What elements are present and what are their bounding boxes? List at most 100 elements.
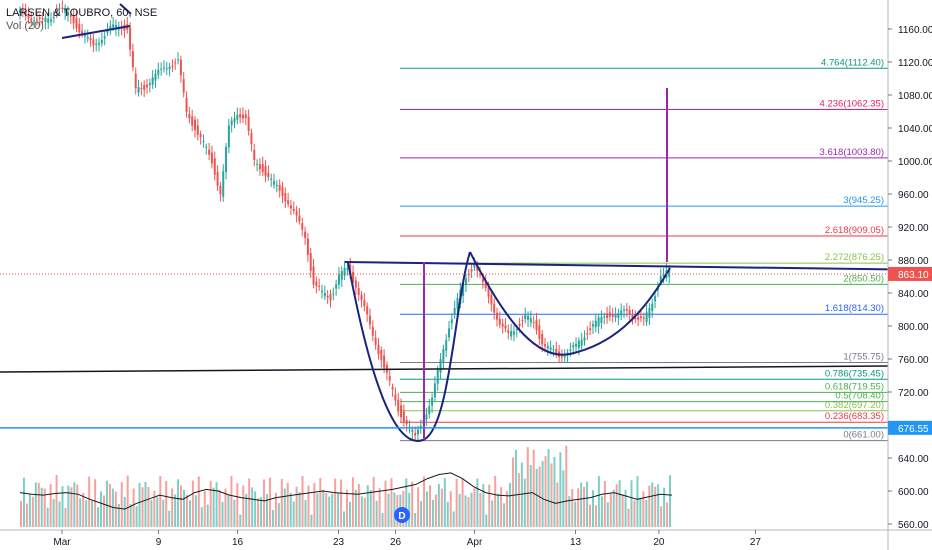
candle-body [188,113,191,119]
volume-bar [280,478,283,527]
candle-body [625,309,628,311]
candle-body [524,314,527,320]
volume-bar [366,485,369,527]
volume-bar [277,503,280,527]
price-axis[interactable]: 1160.00 1120.00 1080.00 1040.00 1000.00 960.0… [887,0,932,550]
candle-body [642,317,645,319]
volume-bar [458,494,461,527]
volume-bar [79,498,82,527]
candle-body [470,269,473,272]
volume-bar [322,489,325,527]
candle-body [464,278,467,286]
volume-bar [482,484,485,527]
candle-body [634,317,637,320]
volume-bar [94,479,97,527]
candle-body [481,278,484,282]
volume-bar [369,490,372,527]
fib-level-label: 0.5(708.40) [835,391,884,402]
volume-bar [97,507,100,527]
volume-bar [520,462,523,527]
volume-bar [580,482,583,527]
volume-bar [191,480,194,527]
support-price-label-bg [888,420,932,435]
candle-body [202,141,205,143]
dividend-marker[interactable]: D [394,507,410,523]
candle-body [496,312,499,320]
volume-bar [40,487,43,527]
candle-body [304,231,307,238]
volume-bar [408,492,411,527]
volume-bar [49,484,52,527]
volume-bar [301,476,304,527]
time-axis[interactable]: Mar 9 16 23 26 Apr 13 20 27 [0,529,932,548]
candle-body [270,178,273,180]
volume-bar [565,445,568,527]
volume-bar [102,495,105,527]
candle-body [614,314,617,318]
volume-bar [64,507,67,527]
candle-body [484,282,487,289]
candle-body [160,68,163,70]
volume-bar [144,481,147,527]
candle-body [543,344,546,347]
volume-bar [251,487,254,527]
candle-body [371,326,374,336]
volume-bar [612,489,615,527]
volume-bar [340,479,343,527]
volume-bar [343,511,346,527]
candle-body [555,348,558,353]
price-tick-label: 1000.00 [898,157,932,168]
candle-body [377,344,380,354]
candle-body [411,429,414,432]
volume-bar [523,478,526,527]
volume-bar [239,514,242,527]
volume-bar [488,484,491,527]
candle-body [216,172,219,186]
candle-body [535,319,538,331]
candle-body [241,114,244,119]
volume-bar [464,495,467,527]
volume-bar [431,499,434,527]
candle-body [589,328,592,331]
candle-body [659,276,662,282]
candle-body [332,293,335,295]
volume-bar [363,497,366,527]
candle-body [527,315,530,320]
price-tick-label: 880.00 [898,256,929,267]
candle-body [61,7,64,9]
volume-bar [479,492,482,527]
volume-bar [171,488,174,527]
price-tick-label: 1080.00 [898,91,932,102]
volume-bar [500,487,503,527]
volume-bar [218,489,221,527]
volume-bar [337,493,340,527]
candle-body [95,43,98,45]
volume-bar [242,485,245,527]
candle-body [258,164,261,170]
candle-body [501,323,504,327]
fib-level-label: 0.382(697.20) [825,400,884,411]
volume-bar [206,504,209,527]
volume-bar [236,483,239,527]
candle-body [114,24,117,30]
cup-and-handle-drawing[interactable] [0,3,932,442]
volume-bar [532,449,535,527]
fibonacci-extension[interactable]: 0(661.00) 0.236(683.35)0.382(697.20)0.5(7… [400,57,888,442]
candle-body [165,68,168,70]
fib-level-label: 3(945.25) [843,195,884,206]
candle-body [148,83,151,86]
top-left-trendline-2 [119,3,132,15]
volume-bar [423,476,426,527]
candle-body [337,274,340,285]
volume-bar [449,491,452,527]
candle-body [583,337,586,341]
candle-body [47,18,50,24]
volume-bar [443,478,446,527]
candle-body [143,84,146,90]
volume-bar [618,480,621,527]
candle-body [182,79,185,93]
candle-body [193,119,196,131]
volume-bar [185,494,188,527]
price-tick-label: 760.00 [898,355,929,366]
